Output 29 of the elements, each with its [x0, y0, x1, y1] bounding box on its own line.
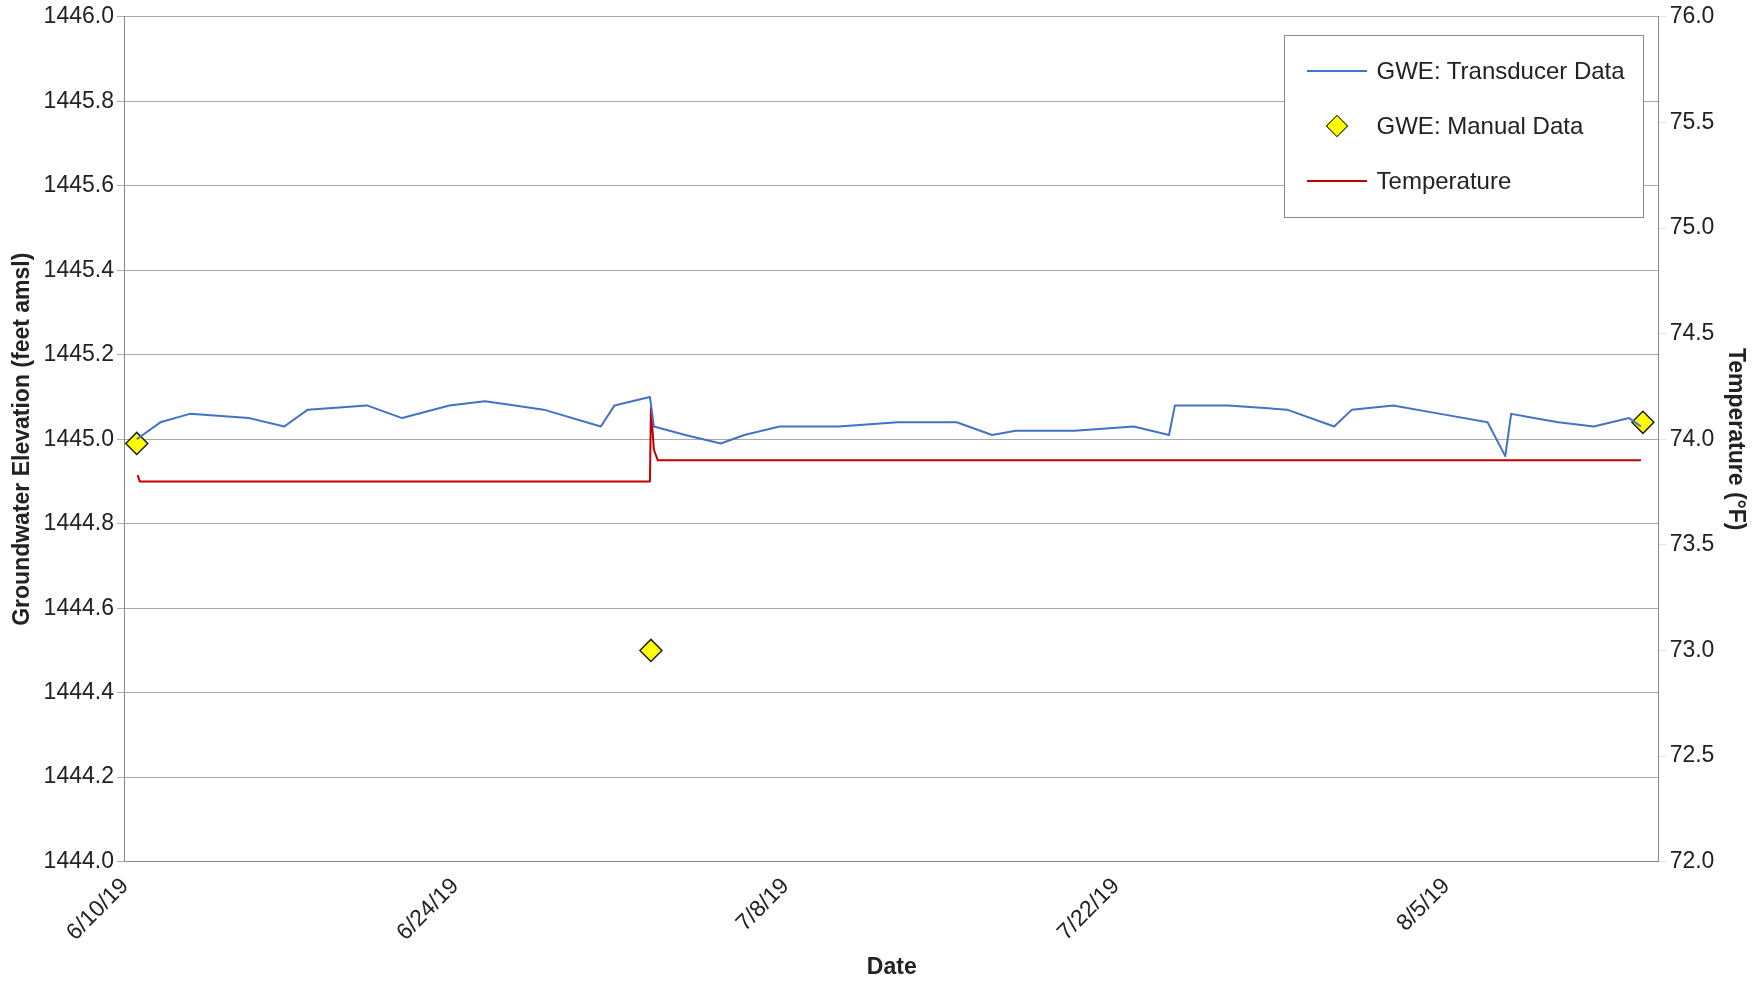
- legend-label: GWE: Manual Data: [1376, 112, 1584, 141]
- y-tick-label: 1446.0: [43, 2, 114, 29]
- y-tick-label: 1445.8: [43, 86, 114, 113]
- point: [125, 431, 149, 456]
- y-tick-label: 1445.4: [43, 255, 115, 282]
- y-axis-title: Groundwater Elevation (feet amsl): [8, 252, 35, 626]
- y2-axis-title: Temperature (°F): [1723, 347, 1750, 531]
- y2-tick-label: 74.0: [1669, 424, 1715, 451]
- y2-tick-label: 72.5: [1669, 741, 1715, 768]
- y-tick-label: 1445.2: [43, 340, 114, 367]
- point: [639, 638, 663, 663]
- legend-label: Temperature: [1376, 167, 1512, 196]
- point: [1631, 410, 1655, 435]
- x-axis-title: Date: [866, 952, 917, 979]
- y-tick-label: 1444.8: [43, 509, 114, 536]
- y2-tick-label: 72.0: [1669, 846, 1715, 873]
- y2-tick-label: 73.0: [1669, 635, 1715, 662]
- y-tick-label: 1444.2: [43, 762, 114, 789]
- y2-tick-label: 75.0: [1669, 213, 1715, 240]
- y-tick-label: 1445.0: [43, 424, 114, 451]
- y2-tick-label: 74.5: [1669, 318, 1715, 345]
- y-tick-label: 1445.6: [43, 171, 114, 198]
- y-tick-label: 1444.4: [43, 678, 115, 704]
- y2-tick-label: 76.0: [1669, 2, 1715, 29]
- y-tick-label: 1444.0: [43, 846, 114, 873]
- legend-label: GWE: Transducer Data: [1376, 57, 1625, 86]
- y2-tick-label: 75.5: [1669, 107, 1715, 134]
- y-tick-label: 1444.6: [43, 593, 114, 620]
- y2-tick-label: 73.5: [1669, 530, 1715, 557]
